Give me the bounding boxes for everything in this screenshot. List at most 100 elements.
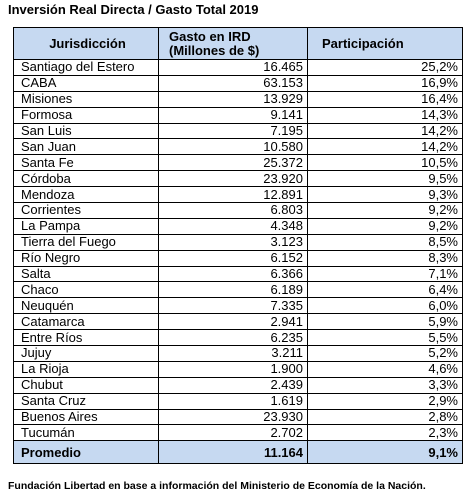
header-cell: Jurisdicción xyxy=(13,27,159,60)
table-cell: Santa Fe xyxy=(13,154,159,172)
table-cell: 6,4% xyxy=(307,281,463,299)
table-cell: 6.366 xyxy=(158,265,308,283)
table-row: CABA 63.153 16,9% xyxy=(13,74,463,92)
table-cell: Catamarca xyxy=(13,313,159,331)
table-row: Mendoza 12.891 9,3% xyxy=(13,186,463,204)
table-cell: Formosa xyxy=(13,106,159,124)
table-row: Salta 6.366 7,1% xyxy=(13,265,463,283)
table-cell: Misiones xyxy=(13,90,159,108)
table-cell: 9,2% xyxy=(307,217,463,235)
table-cell: 10,5% xyxy=(307,154,463,172)
table-cell: Jujuy xyxy=(13,345,159,362)
table-cell: 1.619 xyxy=(158,392,308,410)
table-row: Neuquén 7.335 6,0% xyxy=(13,297,463,315)
table-cell: Chaco xyxy=(13,281,159,299)
table-row: Río Negro 6.152 8,3% xyxy=(13,249,463,267)
table-cell: Tucumán xyxy=(13,424,159,442)
table-cell: Salta xyxy=(13,265,159,283)
table-cell: 14,3% xyxy=(307,106,463,124)
table-row: Córdoba 23.920 9,5% xyxy=(13,170,463,188)
source-note: Fundación Libertad en base a información… xyxy=(8,480,426,492)
header-row: Jurisdicción Gasto en IRD (Millones de $)… xyxy=(13,27,463,60)
table-cell: 4,6% xyxy=(307,360,463,378)
table-cell: 63.153 xyxy=(158,74,308,92)
table-row: Entre Ríos 6.235 5,5% xyxy=(13,329,463,347)
table-cell: 23.930 xyxy=(158,408,308,426)
header-cell: Participación xyxy=(307,27,463,60)
table-cell: 6.152 xyxy=(158,249,308,267)
table-cell: 1.900 xyxy=(158,360,308,378)
table-cell: 13.929 xyxy=(158,90,308,108)
table-cell: 6,0% xyxy=(307,297,463,315)
table-row: Chaco 6.189 6,4% xyxy=(13,281,463,299)
data-table: Jurisdicción Gasto en IRD (Millones de $)… xyxy=(13,27,463,465)
table-cell: Neuquén xyxy=(13,297,159,315)
table-cell: 14,2% xyxy=(307,138,463,156)
table-cell: 4.348 xyxy=(158,217,308,235)
table-cell: 3,3% xyxy=(307,376,463,394)
table-cell: 2.439 xyxy=(158,376,308,394)
table-row: Jujuy 3.211 5,2% xyxy=(13,345,463,362)
table-cell: 2.941 xyxy=(158,313,308,331)
table-row: Santiago del Estero 16.465 25,2% xyxy=(13,59,463,76)
table-cell: 7.335 xyxy=(158,297,308,315)
table-cell: 25,2% xyxy=(307,59,463,76)
table-row: Santa Cruz 1.619 2,9% xyxy=(13,392,463,410)
table-row: Santa Fe 25.372 10,5% xyxy=(13,154,463,172)
table-cell: Río Negro xyxy=(13,249,159,267)
table-cell: San Luis xyxy=(13,122,159,140)
table-row: La Rioja 1.900 4,6% xyxy=(13,360,463,378)
header-line: (Millones de $) xyxy=(169,42,260,58)
table-header: Jurisdicción Gasto en IRD (Millones de $)… xyxy=(13,27,463,60)
table-cell: 6.235 xyxy=(158,329,308,347)
table-cell: 2,3% xyxy=(307,424,463,442)
table-cell: 23.920 xyxy=(158,170,308,188)
footer-cell: Promedio xyxy=(13,440,159,465)
table-cell: Santiago del Estero xyxy=(13,59,159,76)
table-cell: 2,8% xyxy=(307,408,463,426)
table-cell: Córdoba xyxy=(13,170,159,188)
header-cell: Gasto en IRD (Millones de $) xyxy=(158,27,308,60)
table-cell: 8,5% xyxy=(307,233,463,251)
footer-cell: 9,1% xyxy=(307,440,463,465)
table-cell: Tierra del Fuego xyxy=(13,233,159,251)
title: Inversión Real Directa / Gasto Total 201… xyxy=(8,2,259,17)
table-cell: 16,4% xyxy=(307,90,463,108)
table-cell: 14,2% xyxy=(307,122,463,140)
table-row: San Luis 7.195 14,2% xyxy=(13,122,463,140)
table-cell: 7.195 xyxy=(158,122,308,140)
table-cell: 25.372 xyxy=(158,154,308,172)
table-cell: La Pampa xyxy=(13,217,159,235)
table-cell: 9,2% xyxy=(307,202,463,219)
table-cell: 9,5% xyxy=(307,170,463,188)
table-cell: Chubut xyxy=(13,376,159,394)
table-row: Corrientes 6.803 9,2% xyxy=(13,202,463,219)
table-cell: Mendoza xyxy=(13,186,159,204)
header-line: Gasto en IRD xyxy=(169,28,251,44)
table-cell: 2,9% xyxy=(307,392,463,410)
table-cell: 9.141 xyxy=(158,106,308,124)
average-row: Promedio 11.164 9,1% xyxy=(13,440,463,465)
table-cell: La Rioja xyxy=(13,360,159,378)
table-row: Chubut 2.439 3,3% xyxy=(13,376,463,394)
table-cell: 5,2% xyxy=(307,345,463,362)
table-cell: 10.580 xyxy=(158,138,308,156)
table-body: Santiago del Estero 16.465 25,2% CABA 63.153… xyxy=(13,59,463,442)
table-cell: 9,3% xyxy=(307,186,463,204)
table-cell: Buenos Aires xyxy=(13,408,159,426)
table-cell: CABA xyxy=(13,74,159,92)
table-cell: 5,9% xyxy=(307,313,463,331)
table-row: Misiones 13.929 16,4% xyxy=(13,90,463,108)
table-cell: 6.803 xyxy=(158,202,308,219)
table-row: San Juan 10.580 14,2% xyxy=(13,138,463,156)
table-row: Tucumán 2.702 2,3% xyxy=(13,424,463,442)
table-cell: 5,5% xyxy=(307,329,463,347)
table-cell: Entre Ríos xyxy=(13,329,159,347)
table-cell: 3.211 xyxy=(158,345,308,362)
table-cell: Corrientes xyxy=(13,202,159,219)
table-row: Tierra del Fuego 3.123 8,5% xyxy=(13,233,463,251)
table-cell: 6.189 xyxy=(158,281,308,299)
table-cell: 12.891 xyxy=(158,186,308,204)
table-cell: 16.465 xyxy=(158,59,308,76)
